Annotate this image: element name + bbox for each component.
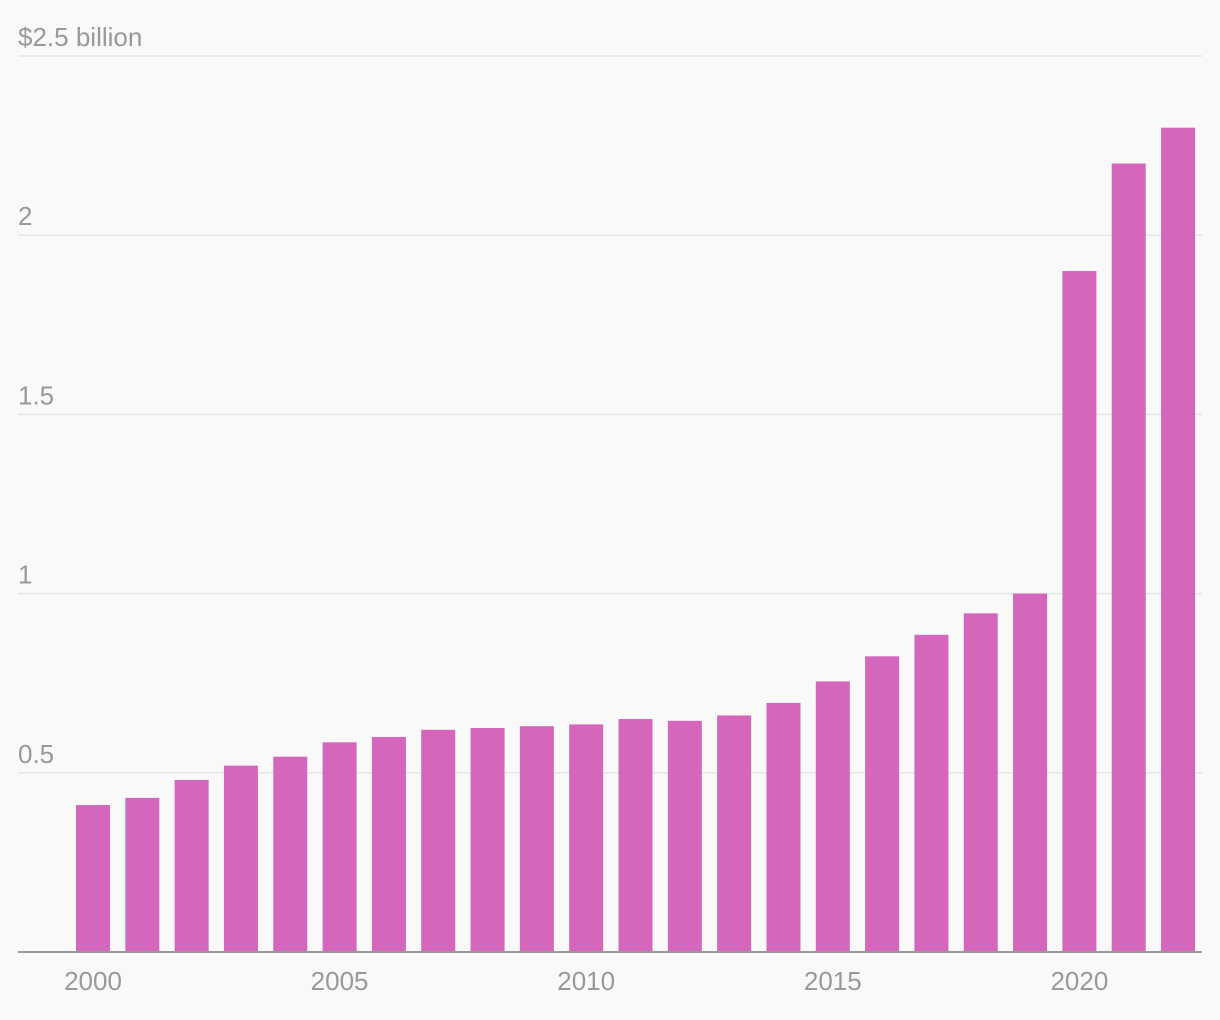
y-tick-label: $2.5 billion <box>18 22 142 52</box>
bar-2018 <box>963 613 998 952</box>
bar-2004 <box>273 756 308 952</box>
y-axis-labels: 0.5 1 1.5 2 $2.5 billion <box>18 22 142 769</box>
bar-2007 <box>421 729 456 952</box>
gridlines <box>18 55 1202 774</box>
x-axis-labels: 2000 2005 2010 2015 2020 <box>64 966 1108 996</box>
bar-2010 <box>569 724 604 952</box>
bar-2019 <box>1013 593 1048 952</box>
y-tick-label: 1.5 <box>18 380 54 410</box>
bar-2013 <box>717 715 752 952</box>
y-tick-label: 0.5 <box>18 739 54 769</box>
y-tick-label: 1 <box>18 560 32 590</box>
bar-2005 <box>322 742 357 952</box>
bar-2022 <box>1161 127 1196 953</box>
bar-2014 <box>766 702 801 952</box>
bar-2001 <box>125 797 160 952</box>
bar-2003 <box>223 765 258 952</box>
x-tick-label: 2020 <box>1050 966 1108 996</box>
bar-2000 <box>76 805 110 952</box>
bar-2002 <box>174 779 209 952</box>
bar-2008 <box>470 728 505 952</box>
bar-2021 <box>1111 163 1146 952</box>
x-tick-label: 2010 <box>557 966 615 996</box>
bar-2017 <box>914 634 949 952</box>
x-tick-label: 2000 <box>64 966 122 996</box>
x-tick-label: 2005 <box>311 966 369 996</box>
bar-2012 <box>667 720 702 952</box>
bar-2016 <box>865 656 900 952</box>
bar-2006 <box>371 736 406 952</box>
bar-2009 <box>519 726 554 952</box>
bar-2015 <box>815 681 850 952</box>
bar-2020 <box>1062 271 1097 952</box>
bars-group <box>76 127 1196 953</box>
bar-2011 <box>618 719 653 952</box>
y-tick-label: 2 <box>18 201 32 231</box>
x-tick-label: 2015 <box>804 966 862 996</box>
